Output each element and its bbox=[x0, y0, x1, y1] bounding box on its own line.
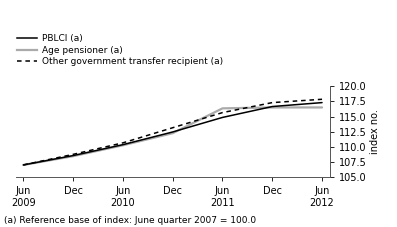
Y-axis label: index no.: index no. bbox=[370, 109, 380, 154]
Legend: PBLCI (a), Age pensioner (a), Other government transfer recipient (a): PBLCI (a), Age pensioner (a), Other gove… bbox=[17, 35, 223, 66]
Text: (a) Reference base of index: June quarter 2007 = 100.0: (a) Reference base of index: June quarte… bbox=[4, 216, 256, 225]
